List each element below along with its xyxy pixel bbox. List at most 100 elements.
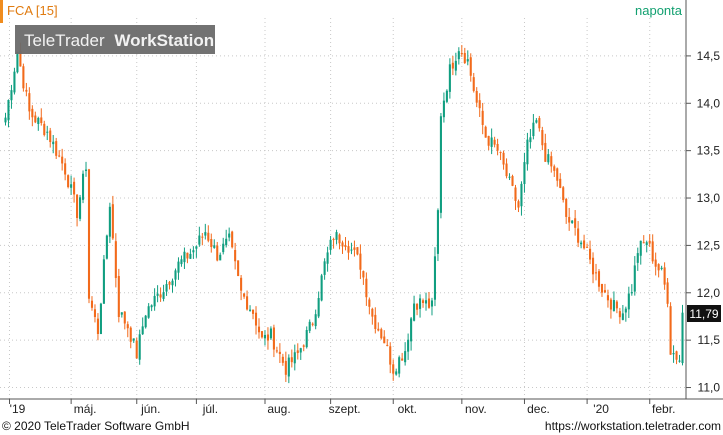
- candle-body: [246, 296, 249, 310]
- candle-body: [189, 253, 192, 259]
- candle-body: [568, 216, 571, 223]
- candle-body: [49, 130, 52, 143]
- candle-body: [58, 155, 61, 157]
- candle-body: [4, 117, 7, 123]
- candle-body: [547, 154, 550, 163]
- y-axis: 14,5 14,0 13,5 13,0 12,5 12,0 11,5 11,0: [686, 49, 720, 395]
- candle-body: [34, 115, 37, 123]
- candle-body: [401, 358, 404, 361]
- candle-body: [651, 241, 654, 262]
- candle-body: [380, 329, 383, 339]
- candle-body: [37, 117, 40, 124]
- watermark: TeleTrader WorkStation: [15, 25, 215, 54]
- candle-body: [284, 360, 287, 375]
- candle-body: [395, 371, 398, 375]
- candle-body: [436, 210, 439, 254]
- candle-body: [371, 308, 374, 317]
- copyright-text: © 2020 TeleTrader Software GmbH: [2, 419, 190, 433]
- candle-body: [478, 100, 481, 109]
- candle-body: [413, 303, 416, 321]
- candle-body: [195, 246, 198, 249]
- candle-body: [108, 206, 111, 237]
- candle-body: [192, 250, 195, 253]
- candle-body: [341, 242, 344, 247]
- candle-body: [231, 231, 234, 248]
- x-tick-label: nov.: [465, 402, 487, 416]
- candle-body: [216, 245, 219, 261]
- candle-body: [135, 340, 138, 359]
- candle-body: [180, 259, 183, 265]
- candle-body: [269, 328, 272, 339]
- candle-body: [553, 166, 556, 171]
- candle-body: [633, 265, 636, 292]
- candle-body: [159, 294, 162, 298]
- candle-body: [445, 90, 448, 102]
- y-tick-label: 13,0: [697, 191, 721, 205]
- candle-body: [615, 301, 618, 309]
- last-price-badge: 11,79: [687, 305, 721, 322]
- candle-body: [138, 334, 141, 360]
- x-tick-label: okt.: [398, 402, 417, 416]
- candle-body: [466, 59, 469, 62]
- candle-body: [99, 303, 102, 335]
- candle-body: [344, 245, 347, 248]
- candle-body: [490, 137, 493, 147]
- candle-body: [407, 339, 410, 352]
- candle-body: [660, 267, 663, 269]
- candle-body: [562, 187, 565, 201]
- candle-body: [618, 311, 621, 318]
- x-tick-label: dec.: [527, 402, 550, 416]
- candle-body: [183, 251, 186, 263]
- candle-body: [293, 352, 296, 364]
- candle-body: [64, 163, 67, 175]
- candle-body: [201, 236, 204, 238]
- candle-body: [636, 253, 639, 263]
- candle-body: [329, 239, 332, 250]
- candle-body: [675, 351, 678, 360]
- candle-body: [591, 257, 595, 275]
- candle-body: [254, 312, 258, 326]
- candle-body: [427, 298, 431, 308]
- candle-body: [505, 163, 508, 177]
- candle-body: [22, 66, 25, 89]
- candle-body: [526, 139, 529, 165]
- candle-body: [320, 275, 323, 301]
- candle-body: [392, 364, 395, 374]
- candle-body: [90, 300, 94, 308]
- candle-body: [621, 313, 624, 320]
- candle-body: [19, 50, 22, 67]
- website-link[interactable]: https://workstation.teletrader.com: [544, 419, 721, 433]
- candle-body: [484, 126, 487, 138]
- candle-body: [627, 293, 630, 310]
- candle-body: [469, 57, 472, 76]
- candle-body: [156, 293, 159, 296]
- candle-body: [13, 71, 16, 93]
- candle-body: [556, 168, 559, 181]
- candle-body: [511, 176, 514, 186]
- candle-body: [102, 259, 105, 304]
- candle-body: [583, 240, 586, 249]
- candle-body: [353, 247, 356, 250]
- candle-body: [514, 187, 517, 201]
- y-tick-label: 14,0: [697, 96, 721, 110]
- candle-body: [404, 351, 407, 363]
- candle-body: [126, 324, 129, 329]
- candle-body: [463, 52, 466, 64]
- candle-body: [559, 178, 562, 188]
- candle-body: [25, 89, 28, 92]
- candle-body: [129, 327, 132, 342]
- candle-body: [508, 176, 511, 178]
- candle-body: [678, 360, 681, 362]
- candle-body: [251, 309, 255, 314]
- candle-body: [496, 143, 499, 151]
- candle-body: [475, 90, 478, 103]
- y-tick-label: 12,5: [697, 238, 721, 252]
- candle-body: [278, 351, 281, 355]
- candle-body: [669, 306, 672, 355]
- candle-body: [430, 300, 434, 307]
- x-tick-label: szept.: [329, 402, 361, 416]
- candle-body: [365, 278, 368, 298]
- candle-body: [228, 233, 231, 238]
